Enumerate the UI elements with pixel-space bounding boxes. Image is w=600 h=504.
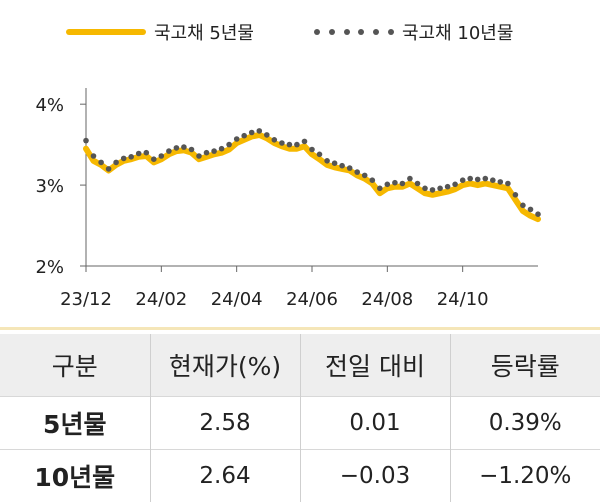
header-category: 구분 [0, 334, 150, 397]
x-tick-label: 24/02 [135, 289, 187, 310]
series-point-10y [218, 145, 225, 152]
legend-dots-swatch [314, 29, 394, 35]
series-point-10y [407, 175, 413, 182]
section-divider [0, 327, 600, 330]
series-point-10y [188, 146, 195, 153]
series-point-10y [429, 187, 436, 193]
series-point-10y [437, 185, 443, 192]
series-point-10y [83, 137, 89, 144]
series-point-10y [196, 153, 202, 159]
series-point-10y [482, 175, 489, 182]
series-point-10y [444, 183, 451, 190]
series-point-10y [135, 150, 142, 157]
series-point-10y [309, 146, 315, 153]
x-tick-label: 23/12 [60, 289, 112, 310]
legend-item-5y: 국고채 5년물 [66, 14, 254, 50]
series-point-10y [173, 145, 180, 151]
series-point-10y [98, 159, 104, 166]
series-point-10y [90, 153, 97, 159]
row-label-10y: 10년물 [0, 449, 150, 502]
series-point-10y [241, 132, 247, 139]
cell-day-change: −0.03 [299, 449, 450, 502]
chart-legend: 국고채 5년물 국고채 10년물 [0, 14, 600, 50]
cell-day-change: 0.01 [299, 396, 450, 450]
header-current-price: 현재가(%) [149, 334, 300, 397]
series-point-10y [377, 185, 383, 192]
table-header-row: 구분 현재가(%) 전일 대비 등락률 [0, 334, 600, 397]
header-change-rate: 등락률 [449, 334, 600, 397]
series-point-10y [339, 162, 345, 169]
row-label-5y: 5년물 [0, 396, 150, 450]
series-point-10y [279, 140, 285, 146]
legend-line-swatch [66, 29, 146, 35]
series-point-10y [361, 172, 368, 179]
x-tick-label: 24/04 [211, 289, 263, 310]
series-point-10y [233, 136, 240, 142]
series-point-10y [128, 154, 134, 160]
series-point-10y [105, 166, 112, 172]
series-line-5y [83, 131, 541, 223]
series-point-10y [203, 149, 210, 156]
series-point-10y [256, 128, 263, 134]
series-point-10y [527, 206, 534, 213]
y-tick-label: 3% [35, 176, 64, 197]
x-tick-label: 24/10 [437, 289, 489, 310]
table-row: 5년물 2.58 0.01 0.39% [0, 396, 600, 450]
series-point-10y [346, 165, 353, 171]
cell-change-rate: −1.20% [449, 449, 600, 502]
series-point-10y [301, 138, 308, 145]
series-point-10y [399, 180, 406, 187]
series-point-10y [497, 179, 504, 185]
series-point-10y [158, 153, 165, 159]
series-point-10y [120, 155, 127, 162]
legend-item-10y: 국고채 10년물 [314, 14, 513, 50]
series-point-10y [324, 158, 330, 164]
series-point-10y [490, 177, 496, 183]
series-point-10y [248, 129, 255, 136]
legend-label-5y: 국고채 5년물 [154, 23, 254, 44]
series-point-10y [143, 149, 150, 156]
series-point-10y [512, 192, 519, 198]
table-row: 10년물 2.64 −0.03 −1.20% [0, 449, 600, 502]
x-tick-label: 24/06 [286, 289, 338, 310]
series-point-10y [369, 177, 376, 183]
header-day-change: 전일 대비 [299, 334, 450, 397]
series-point-10y [414, 180, 421, 187]
series-point-10y [467, 175, 474, 182]
legend-label-10y: 국고채 10년물 [402, 23, 514, 44]
cell-current-price: 2.64 [149, 449, 300, 502]
series-point-10y [392, 179, 398, 186]
cell-change-rate: 0.39% [449, 396, 600, 450]
y-tick-label: 4% [35, 95, 64, 116]
series-point-10y [520, 202, 526, 209]
series-point-10y [294, 141, 300, 148]
series-point-10y [316, 151, 323, 158]
series-point-10y [535, 211, 541, 217]
series-point-10y [474, 176, 481, 183]
series-point-10y [505, 180, 511, 187]
series-point-10y [271, 137, 278, 143]
yield-table: 구분 현재가(%) 전일 대비 등락률 5년물 2.58 0.01 0.39% … [0, 334, 600, 502]
series-point-10y [286, 141, 293, 148]
series-point-10y [384, 181, 391, 188]
series-point-10y [264, 132, 270, 138]
series-point-10y [181, 144, 187, 150]
x-tick-label: 24/08 [361, 289, 413, 310]
cell-current-price: 2.58 [149, 396, 300, 450]
series-point-10y [151, 156, 157, 162]
series-point-10y [452, 181, 458, 188]
series-point-10y [459, 177, 466, 183]
line-chart: 4% 3% 2% 23/12 24/02 24/04 24/06 24/08 24/10 [35, 88, 541, 310]
series-point-10y [211, 148, 217, 154]
series-point-10y [113, 159, 119, 166]
series-point-10y [354, 169, 361, 175]
series-point-10y [166, 148, 172, 154]
y-tick-label: 2% [35, 257, 64, 278]
series-point-10y [226, 141, 232, 148]
series-point-10y [331, 160, 338, 166]
series-point-10y [422, 185, 428, 192]
